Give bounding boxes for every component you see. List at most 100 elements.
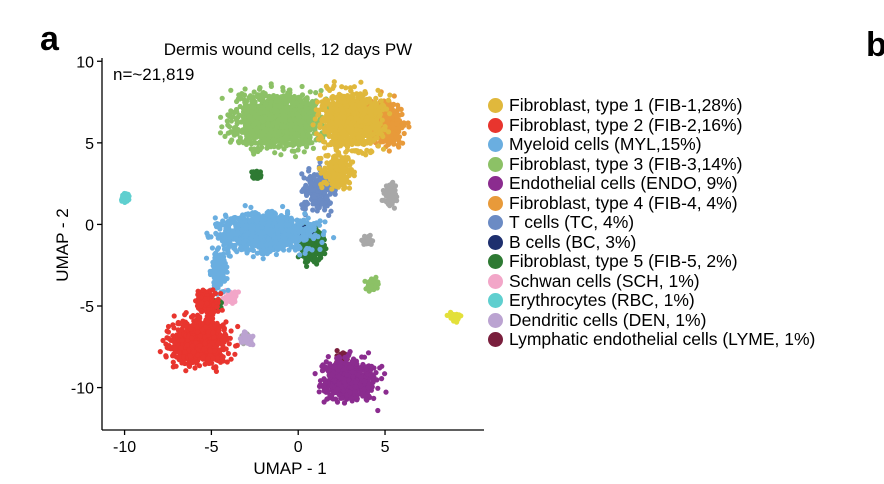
scatter-point [267,213,273,219]
scatter-point [240,140,246,146]
scatter-point [330,396,336,402]
scatter-point [341,400,348,406]
scatter-point [237,245,244,252]
scatter-point [228,118,234,124]
scatter-point [302,250,308,256]
scatter-point [214,320,220,326]
scatter-point [242,99,248,105]
scatter-point [387,139,393,145]
scatter-point [388,102,394,108]
scatter-point [290,112,296,118]
scatter-point [165,335,172,341]
scatter-point [275,247,281,253]
scatter-point [241,92,248,98]
scatter-point [324,396,330,402]
scatter-point [306,168,312,174]
scatter-point [250,254,256,260]
scatter-point [371,395,377,401]
scatter-point [374,285,380,291]
scatter-point [299,171,305,177]
scatter-point [198,322,204,328]
scatter-point [178,345,184,351]
scatter-point [224,118,230,124]
scatter-point [316,222,323,228]
scatter-point [368,372,374,378]
scatter-point [389,193,395,199]
scatter-point [267,94,273,100]
scatter-point [276,129,282,135]
scatter-point [172,335,178,341]
scatter-point [304,245,310,252]
scatter-point [291,131,297,137]
scatter-point [361,378,368,385]
scatter-point [382,371,388,377]
scatter-point [191,349,197,355]
scatter-point [281,247,287,253]
scatter-point [284,222,290,228]
scatter-point [365,384,371,391]
scatter-point [250,247,256,253]
scatter-point [281,114,287,120]
scatter-point [295,147,301,153]
scatter-point [271,130,277,136]
scatter-point [253,126,260,132]
scatter-point [217,347,223,353]
scatter-point [273,240,279,246]
scatter-point [336,381,342,387]
scatter-point [310,207,316,213]
scatter-point [280,203,286,210]
scatter-point [309,251,315,258]
scatter-point [334,399,341,405]
scatter-point [390,121,396,127]
scatter-point [166,343,172,349]
scatter-point [255,148,261,155]
scatter-point [244,245,250,251]
scatter-point [225,350,231,357]
scatter-point [202,340,208,346]
scatter-point [210,355,216,361]
scatter-point [311,235,317,242]
scatter-point [275,230,281,236]
scatter-point [384,133,390,140]
scatter-point [454,319,460,325]
scatter-point [275,144,281,150]
scatter-point [331,235,337,241]
scatter-point [363,393,369,399]
scatter-point [323,199,329,205]
scatter-point [250,333,256,339]
scatter-point [359,237,365,243]
scatter-point [219,222,225,228]
scatter-point [319,239,325,245]
scatter-point [251,110,257,116]
panel-label-b: b [866,26,884,64]
scatter-point [262,91,268,97]
scatter-point [235,138,242,145]
scatter-point [247,116,254,122]
scatter-point [242,203,248,209]
scatter-point [228,356,234,362]
scatter-point [272,150,278,156]
scatter-point [227,139,234,145]
scatter-point [183,368,189,374]
scatter-point [215,340,221,346]
scatter-point [251,89,257,95]
scatter-point [344,372,350,378]
scatter-point [217,226,223,232]
scatter-point [260,118,266,124]
scatter-point [240,127,246,133]
scatter-point [299,119,305,125]
scatter-point [238,214,244,220]
scatter-point [243,233,249,239]
scatter-point [340,350,346,356]
scatter-point [210,330,216,336]
scatter-point [176,321,182,327]
scatter-point [303,199,310,205]
scatter-point [268,231,274,237]
scatter-point [394,134,400,140]
scatter-point [289,244,295,250]
scatter-point [317,252,323,258]
scatter-point [291,107,297,113]
scatter-point [234,220,240,227]
scatter-point [364,397,370,403]
scatter-point [302,211,308,217]
